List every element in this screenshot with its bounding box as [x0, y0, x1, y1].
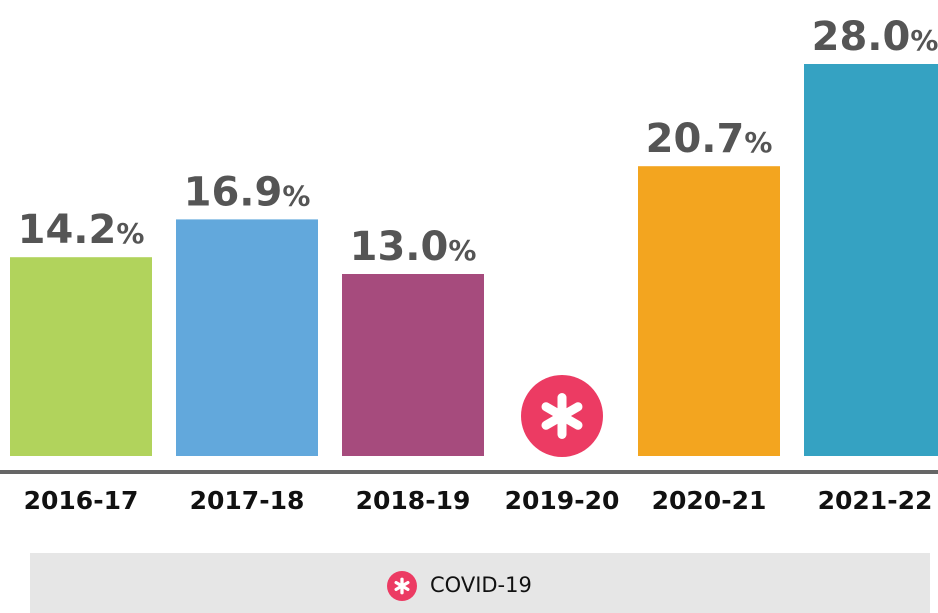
- value-label: 20.7%: [646, 116, 773, 162]
- value-label: 16.9%: [184, 169, 311, 215]
- legend-label: COVID-19: [430, 573, 532, 597]
- bar: [342, 274, 484, 456]
- value-label: 14.2%: [18, 207, 145, 253]
- x-tick-label: 2019-20: [505, 486, 620, 515]
- legend-box: [30, 553, 930, 613]
- x-tick-label: 2020-21: [652, 486, 767, 515]
- x-tick-label: 2017-18: [190, 486, 305, 515]
- covid-marker: [521, 375, 603, 457]
- bar: [10, 257, 152, 456]
- legend-marker-stroke: [394, 580, 410, 592]
- x-tick-label: 2016-17: [24, 486, 139, 515]
- bar: [804, 64, 938, 456]
- value-label: 28.0%: [812, 14, 938, 60]
- covid-marker-stroke: [541, 402, 583, 430]
- x-tick-label: 2021-22: [818, 486, 933, 515]
- x-tick-label: 2018-19: [356, 486, 471, 515]
- bar: [638, 166, 780, 456]
- bar: [176, 219, 318, 456]
- value-label: 13.0%: [350, 224, 477, 270]
- legend-marker: [387, 571, 417, 601]
